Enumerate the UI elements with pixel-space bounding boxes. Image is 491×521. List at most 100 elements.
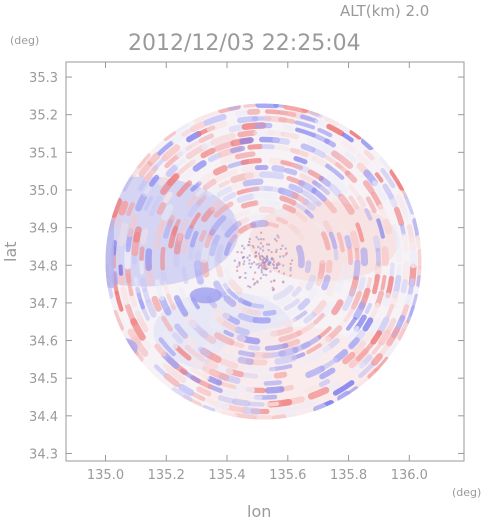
- echo-bin: [208, 319, 222, 332]
- echo-bin: [138, 368, 154, 384]
- echo-speck: [260, 269, 263, 272]
- echo-speck: [266, 260, 268, 262]
- echo-bin: [283, 103, 309, 114]
- echo-bin: [170, 387, 193, 403]
- echo-bin: [301, 189, 322, 207]
- echo-bin: [198, 133, 214, 144]
- echo-bin: [148, 174, 160, 187]
- x-tick-label: 135.8: [330, 468, 367, 483]
- echo-bin: [190, 367, 210, 380]
- echo-bin: [324, 154, 343, 169]
- echo-bin: [270, 326, 294, 337]
- echo-bin: [327, 173, 348, 194]
- echo-bin: [256, 330, 278, 338]
- echo-bin: [323, 114, 341, 126]
- echo-bin: [310, 109, 324, 119]
- echo-bin: [215, 169, 238, 183]
- echo-bin: [416, 275, 422, 288]
- echo-speck: [248, 244, 251, 246]
- echo-bin: [231, 398, 251, 407]
- echo-bin: [209, 234, 221, 257]
- echo-speck: [238, 264, 241, 267]
- echo-bin: [400, 279, 408, 294]
- echo-bin: [105, 190, 117, 213]
- echo-bin: [375, 247, 381, 267]
- echo-bin: [175, 157, 187, 168]
- echo-bin: [313, 403, 327, 413]
- echo-bin: [196, 195, 207, 206]
- echo-bin: [402, 260, 410, 282]
- echo-bin: [263, 380, 283, 386]
- echo-speck: [268, 262, 270, 265]
- echo-bin: [250, 220, 269, 229]
- echo-bin: [347, 325, 360, 341]
- echo-bin: [415, 235, 422, 249]
- echo-bin: [207, 376, 223, 386]
- echo-speck: [282, 255, 285, 258]
- echo-speck: [255, 236, 258, 239]
- echo-speck: [284, 247, 287, 250]
- y-tick-label: 34.7: [29, 297, 58, 312]
- echo-bin: [276, 307, 300, 321]
- echo-speck: [247, 244, 250, 247]
- y-tick-label: 35.0: [29, 184, 58, 199]
- echo-bin: [161, 204, 174, 221]
- plot-frame: [65, 61, 465, 462]
- echo-speck: [291, 259, 294, 262]
- echo-speck: [249, 266, 252, 269]
- echo-bin: [305, 365, 325, 379]
- echo-bin: [303, 311, 317, 324]
- echo-bin: [388, 290, 399, 309]
- echo-bin: [213, 165, 228, 176]
- echo-bin: [222, 389, 239, 398]
- echo-bin: [272, 207, 289, 218]
- echo-bin: [223, 295, 237, 307]
- echo-bin: [142, 288, 151, 304]
- echo-bin: [406, 305, 416, 324]
- echo-bin: [322, 220, 333, 234]
- echo-speck: [248, 262, 251, 265]
- echo-bin: [201, 140, 214, 150]
- echo-bin: [279, 195, 297, 206]
- echo-speck: [253, 283, 256, 286]
- echo-bin: [377, 204, 391, 229]
- echo-bin: [223, 234, 238, 256]
- echo-bin: [228, 225, 248, 244]
- echo-speck: [247, 285, 250, 288]
- echo-bin: [331, 150, 354, 169]
- echo-bin: [348, 184, 362, 200]
- echo-bin: [283, 298, 300, 311]
- echo-bin: [262, 309, 277, 317]
- echo-bin: [148, 195, 162, 217]
- y-tick-label: 34.5: [29, 372, 58, 387]
- echo-bin: [188, 244, 195, 261]
- echo-bin: [320, 231, 331, 251]
- echo-bin: [135, 193, 148, 212]
- echo-bin: [367, 367, 380, 380]
- echo-bin: [355, 222, 365, 243]
- echo-bin: [163, 373, 180, 387]
- echo-bin: [312, 148, 326, 158]
- echo-speck: [248, 254, 251, 257]
- echo-bin: [166, 172, 180, 187]
- echo-bin: [216, 267, 230, 290]
- echo-speck: [289, 262, 292, 265]
- echo-bin: [324, 138, 336, 148]
- echo-bin: [197, 346, 211, 357]
- echo-bin: [239, 137, 254, 145]
- echo-region: [189, 287, 222, 304]
- echo-bin: [132, 304, 142, 319]
- echo-bin: [385, 342, 400, 360]
- echo-bin: [332, 197, 345, 213]
- echo-speck: [272, 288, 275, 291]
- echo-bin: [237, 312, 258, 323]
- y-tick-label: 34.4: [29, 410, 58, 425]
- y-tick-label: 35.2: [29, 109, 58, 124]
- echo-bin: [154, 364, 168, 377]
- echo-bin: [237, 130, 257, 138]
- echo-bin: [294, 210, 308, 223]
- echo-bin: [360, 247, 369, 267]
- echo-bin: [206, 121, 228, 133]
- echo-region: [109, 338, 138, 359]
- echo-speck: [248, 240, 251, 243]
